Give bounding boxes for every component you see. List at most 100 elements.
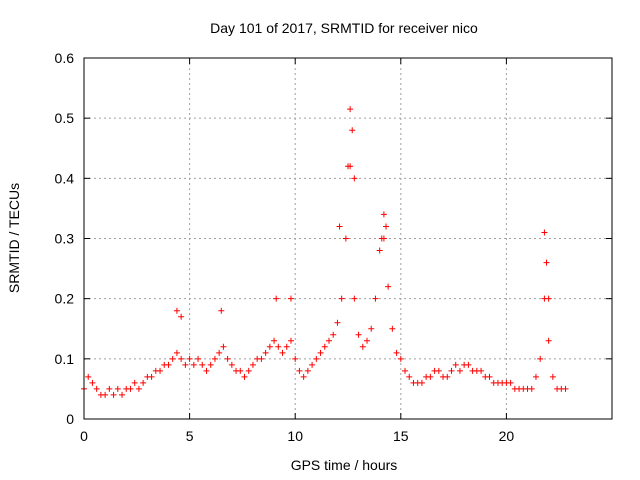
data-point <box>131 379 138 386</box>
data-point <box>376 247 383 254</box>
data-point <box>119 391 126 398</box>
data-point <box>478 367 485 374</box>
data-point <box>427 373 434 380</box>
y-axis-label: SRMTID / TECUs <box>6 183 22 293</box>
data-point <box>317 349 324 356</box>
data-point <box>349 127 356 134</box>
data-point <box>545 337 552 344</box>
data-point <box>351 175 358 182</box>
data-point <box>537 355 544 362</box>
data-point <box>359 343 366 350</box>
data-point <box>110 391 117 398</box>
data-point <box>169 355 176 362</box>
data-point <box>178 355 185 362</box>
data-points <box>81 106 569 398</box>
data-point <box>140 379 147 386</box>
data-point <box>237 367 244 374</box>
data-point <box>220 343 227 350</box>
data-point <box>418 379 425 386</box>
data-point <box>393 349 400 356</box>
data-point <box>85 373 92 380</box>
data-point <box>330 331 337 338</box>
data-point <box>102 391 109 398</box>
x-tick-label: 0 <box>80 428 88 444</box>
data-point <box>127 385 134 392</box>
data-point <box>562 385 569 392</box>
data-point <box>336 223 343 230</box>
y-tick-label: 0.1 <box>55 351 75 367</box>
data-point <box>368 325 375 332</box>
data-point <box>186 355 193 362</box>
data-point <box>402 367 409 374</box>
data-point <box>114 385 121 392</box>
data-point <box>178 313 185 320</box>
chart-title: Day 101 of 2017, SRMTID for receiver nic… <box>210 20 478 36</box>
data-point <box>313 355 320 362</box>
data-point <box>448 367 455 374</box>
data-point <box>372 295 379 302</box>
data-point <box>211 355 218 362</box>
data-point <box>465 361 472 368</box>
data-point <box>148 373 155 380</box>
data-point <box>378 235 385 242</box>
data-point <box>507 379 514 386</box>
data-point <box>549 373 556 380</box>
data-point <box>273 295 280 302</box>
y-tick-label: 0.3 <box>55 231 75 247</box>
data-point <box>364 337 371 344</box>
x-tick-label: 5 <box>186 428 194 444</box>
data-point <box>157 367 164 374</box>
data-point <box>389 325 396 332</box>
data-point <box>334 319 341 326</box>
y-tick-label: 0.5 <box>55 110 75 126</box>
data-point <box>347 106 354 113</box>
data-point <box>543 259 550 266</box>
data-point <box>342 235 349 242</box>
data-point <box>304 367 311 374</box>
data-point <box>135 385 142 392</box>
y-tick-label: 0.2 <box>55 291 75 307</box>
data-point <box>545 295 552 302</box>
data-point <box>173 307 180 314</box>
x-axis-label: GPS time / hours <box>291 457 398 473</box>
data-point <box>287 337 294 344</box>
data-point <box>397 355 404 362</box>
data-point <box>224 355 231 362</box>
data-point <box>216 349 223 356</box>
data-point <box>321 343 328 350</box>
data-point <box>245 367 252 374</box>
x-tick-label: 15 <box>393 428 409 444</box>
data-point <box>218 307 225 314</box>
data-point <box>383 223 390 230</box>
data-point <box>292 355 299 362</box>
data-point <box>199 361 206 368</box>
data-point <box>182 361 189 368</box>
data-point <box>338 295 345 302</box>
data-point <box>195 355 202 362</box>
data-point <box>228 361 235 368</box>
data-point <box>528 385 535 392</box>
data-point <box>89 379 96 386</box>
data-point <box>355 331 362 338</box>
data-point <box>271 337 278 344</box>
data-point <box>300 373 307 380</box>
data-point <box>275 343 282 350</box>
data-point <box>435 367 442 374</box>
data-point <box>406 373 413 380</box>
data-point <box>203 367 210 374</box>
data-point <box>207 361 214 368</box>
data-point <box>93 385 100 392</box>
y-tick-label: 0.4 <box>55 170 75 186</box>
data-point <box>283 343 290 350</box>
y-tick-label: 0.6 <box>55 50 75 66</box>
y-tick-label: 0 <box>66 411 74 427</box>
data-point <box>190 361 197 368</box>
data-point <box>262 349 269 356</box>
data-point <box>266 343 273 350</box>
data-point <box>486 373 493 380</box>
data-point <box>309 361 316 368</box>
axis-ticks: 0 0.1 0.2 0.3 0.4 0.5 0.6 0 5 10 15 20 <box>55 50 612 444</box>
data-point <box>385 283 392 290</box>
data-point <box>380 211 387 218</box>
